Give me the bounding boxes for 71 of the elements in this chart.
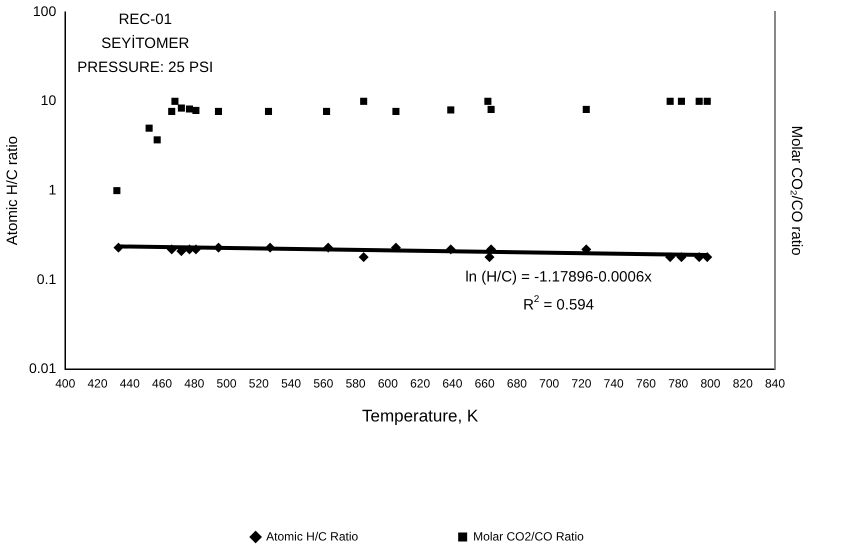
point xyxy=(264,108,272,115)
x-tick-label: 780 xyxy=(668,376,689,391)
y-tick-label: 0.01 xyxy=(29,360,56,376)
point xyxy=(360,98,368,105)
x-tick-label: 400 xyxy=(55,376,76,391)
point xyxy=(447,106,454,114)
x-tick-label: 640 xyxy=(442,376,463,391)
annotation: SEYİTOMER xyxy=(101,34,190,52)
x-tick-label: 560 xyxy=(313,376,334,391)
x-tick-label: 680 xyxy=(506,376,528,391)
point xyxy=(168,108,176,115)
x-tick-label: 620 xyxy=(410,376,430,391)
point xyxy=(666,98,674,105)
point xyxy=(171,98,178,105)
y-tick-label: 10 xyxy=(40,92,56,108)
point xyxy=(390,242,401,253)
x-tick-label: 460 xyxy=(152,376,172,391)
point xyxy=(488,106,495,114)
x-tick-label: 520 xyxy=(248,376,270,391)
y-tick-label: 1 xyxy=(48,181,56,198)
point xyxy=(704,98,711,105)
legend-label: Molar CO2/CO Ratio xyxy=(473,529,584,544)
point xyxy=(392,108,400,115)
point xyxy=(265,242,276,253)
x-tick-label: 820 xyxy=(732,376,754,391)
x-tick-label: 480 xyxy=(184,376,205,391)
point xyxy=(178,104,185,112)
y-tick-label: 0.1 xyxy=(36,270,56,287)
y2-axis-title: Molar CO₂/CO ratio xyxy=(788,126,805,256)
point xyxy=(323,242,334,253)
point xyxy=(486,244,496,254)
point xyxy=(484,98,492,105)
x-axis-title: Temperature, K xyxy=(362,406,479,426)
point xyxy=(665,252,676,262)
point xyxy=(154,136,161,144)
point xyxy=(358,252,369,262)
legend-label: Atomic H/C Ratio xyxy=(266,529,358,544)
annotation: ln (H/C) = -1.17896-0.0006x xyxy=(465,268,652,286)
x-tick-label: 600 xyxy=(378,376,398,391)
x-tick-label: 660 xyxy=(474,376,495,391)
annotation: REC-01 xyxy=(118,11,172,28)
x-tick-label: 580 xyxy=(346,376,366,391)
point xyxy=(694,252,704,262)
x-tick-label: 540 xyxy=(281,376,302,391)
point xyxy=(214,108,222,115)
annotation: PRESSURE: 25 PSI xyxy=(77,59,214,76)
point xyxy=(696,98,703,105)
point xyxy=(323,108,330,115)
point xyxy=(446,244,456,254)
x-tick-label: 500 xyxy=(216,376,237,391)
point xyxy=(113,242,124,253)
x-tick-label: 720 xyxy=(571,376,592,391)
y-tick-label: 100 xyxy=(32,2,56,19)
point xyxy=(582,106,590,114)
x-tick-label: 440 xyxy=(120,376,140,391)
point xyxy=(702,252,712,262)
x-tick-label: 420 xyxy=(87,376,108,391)
point xyxy=(484,252,494,262)
point xyxy=(678,98,685,105)
point xyxy=(166,244,177,254)
x-tick-label: 700 xyxy=(539,376,560,391)
point xyxy=(113,187,120,194)
x-tick-label: 840 xyxy=(764,376,786,391)
point xyxy=(186,105,193,113)
y-axis-title: Atomic H/C ratio xyxy=(4,136,22,246)
x-tick-label: 760 xyxy=(636,376,656,391)
point xyxy=(146,124,153,132)
x-tick-label: 740 xyxy=(604,376,624,391)
point xyxy=(676,252,686,262)
point xyxy=(192,106,200,114)
x-tick-label: 800 xyxy=(700,376,721,391)
